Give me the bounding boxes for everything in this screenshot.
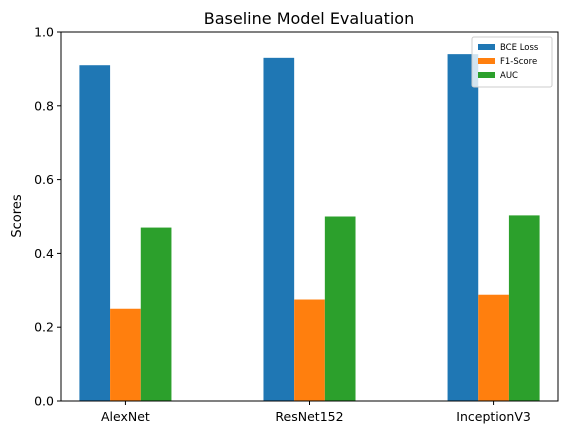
legend-label: BCE Loss: [500, 43, 539, 53]
bar-bce-loss-alexnet: [79, 65, 111, 402]
y-tick-label: 0.2: [34, 320, 54, 335]
bar-auc-resnet152: [324, 216, 356, 401]
legend-swatch: [478, 72, 495, 78]
bar-auc-inceptionv3: [508, 215, 540, 401]
y-tick-label: 0.0: [34, 394, 54, 409]
y-tick-label: 1.0: [34, 25, 54, 40]
x-tick-label: AlexNet: [101, 409, 150, 424]
bar-bce-loss-resnet152: [263, 57, 295, 401]
bar-auc-alexnet: [140, 227, 172, 401]
ticks-layer: 0.0 0.2 0.4 0.6 0.8 1.0 AlexNet ResNet152 Incept…: [34, 25, 531, 425]
legend-swatch: [478, 44, 495, 50]
y-tick-label: 0.8: [34, 98, 54, 113]
x-tick-label: InceptionV3: [456, 409, 531, 424]
legend: BCE Loss F1-Score AUC: [471, 36, 553, 88]
chart-title: Baseline Model Evaluation: [204, 9, 414, 28]
plot-frame: [60, 31, 559, 402]
bar-bce-loss-inceptionv3: [447, 54, 479, 401]
bar-f1-score-resnet152: [294, 299, 325, 401]
bars-layer: [79, 54, 540, 402]
bar-f1-score-alexnet: [110, 308, 141, 401]
legend-swatch: [478, 58, 495, 64]
y-tick-label: 0.4: [34, 246, 54, 261]
x-tick-label: ResNet152: [275, 409, 343, 424]
legend-label: F1-Score: [500, 57, 537, 67]
bar-f1-score-inceptionv3: [478, 294, 509, 401]
y-tick-label: 0.6: [34, 172, 54, 187]
legend-label: AUC: [500, 71, 518, 81]
y-axis-label: Scores: [10, 194, 25, 237]
